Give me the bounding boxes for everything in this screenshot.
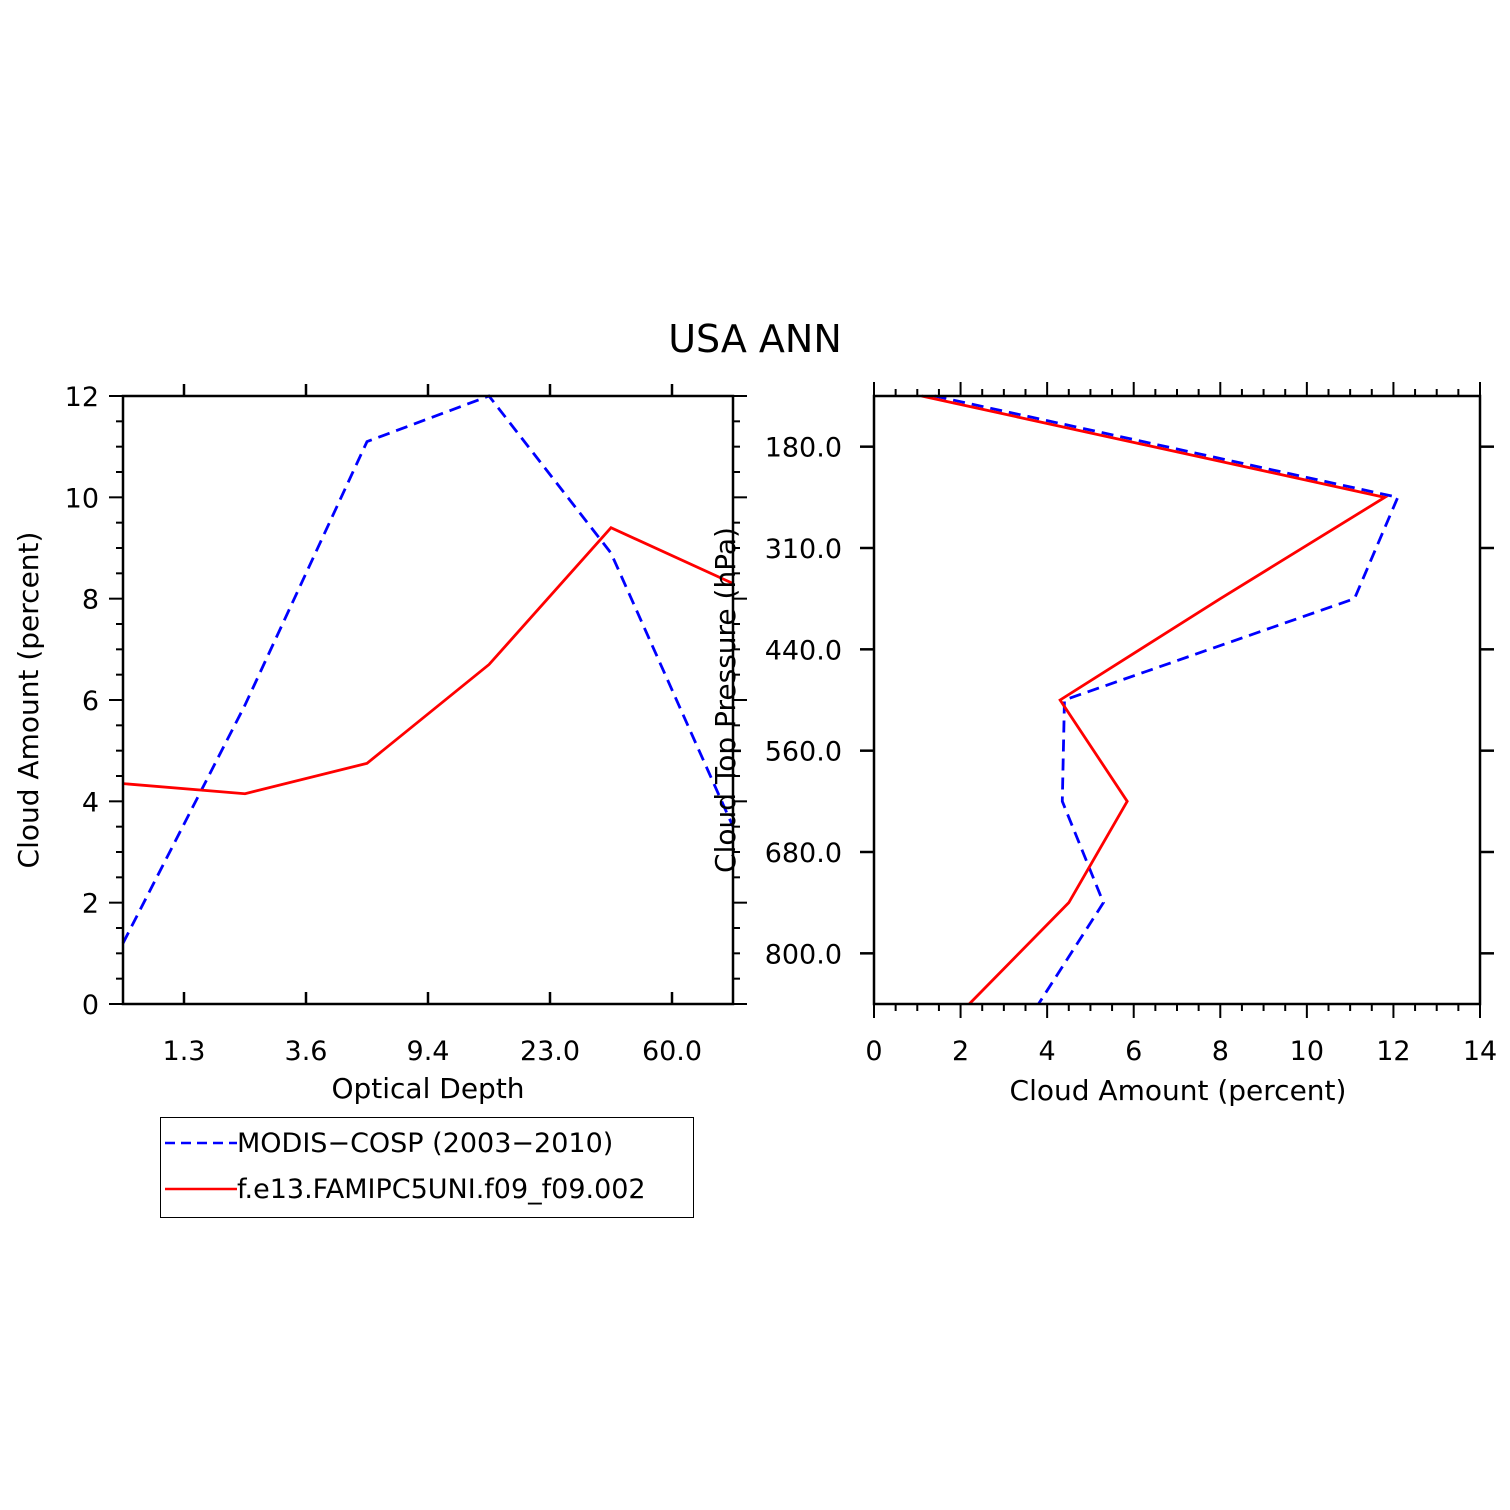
left-x-tick-label: 3.6 (285, 1036, 328, 1067)
legend-label-obs: MODIS−COSP (2003−2010) (237, 1127, 614, 1159)
left-x-tick-label: 9.4 (407, 1036, 450, 1067)
legend-item-model: f.e13.FAMIPC5UNI.f09_f09.002 (165, 1169, 646, 1209)
right-series-model-line (921, 394, 1389, 1005)
right-x-tick-label: 4 (1039, 1036, 1056, 1067)
right-y-tick-label: 800.0 (765, 939, 842, 970)
chart-title: USA ANN (668, 317, 842, 361)
left-y-tick-label: 8 (82, 585, 99, 616)
left-series-model-line (122, 526, 734, 796)
left-x-tick-label: 23.0 (520, 1036, 580, 1067)
right-x-tick-label: 10 (1290, 1036, 1324, 1067)
left-series-obs-line (121, 394, 735, 944)
right-y-tick-label: 180.0 (765, 433, 842, 464)
left-x-tick-label: 60.0 (642, 1036, 702, 1067)
left-x-axis-label: Optical Depth (331, 1072, 524, 1105)
left-y-axis-label: Cloud Amount (percent) (12, 532, 45, 869)
right-y-tick-label: 560.0 (765, 737, 842, 768)
left-y-tick-label: 12 (65, 382, 99, 413)
right-panel: 0 2 4 6 8 10 12 14 180.0 310.0 440.0 560.0 680.0 800… (709, 382, 1497, 1107)
legend: MODIS−COSP (2003−2010) f.e13.FAMIPC5UNI.… (160, 1117, 694, 1218)
legend-swatch-dashed (165, 1141, 237, 1145)
left-y-tick-label: 4 (82, 787, 99, 818)
left-y-tick-label: 0 (82, 990, 99, 1021)
right-x-axis-label: Cloud Amount (percent) (1010, 1074, 1347, 1107)
left-panel: 1.3 3.6 9.4 23.0 60.0 0 2 4 6 8 10 12 Optical Dept… (12, 382, 747, 1105)
right-x-tick-label: 0 (865, 1036, 882, 1067)
right-x-tick-label: 8 (1212, 1036, 1229, 1067)
right-plot-frame (872, 394, 1482, 1006)
right-y-tick-label: 680.0 (765, 838, 842, 869)
left-x-tick-label: 1.3 (163, 1036, 206, 1067)
right-x-tick-label: 12 (1376, 1036, 1410, 1067)
left-y-tick-label: 10 (65, 483, 99, 514)
right-x-tick-label: 6 (1125, 1036, 1142, 1067)
right-y-tick-label: 310.0 (765, 534, 842, 565)
left-plot-frame (121, 394, 735, 1006)
left-y-tick-label: 6 (82, 686, 99, 717)
right-y-tick-label: 440.0 (765, 635, 842, 666)
right-x-tick-label: 14 (1463, 1036, 1497, 1067)
legend-label-model: f.e13.FAMIPC5UNI.f09_f09.002 (237, 1173, 646, 1205)
left-y-tick-label: 2 (82, 889, 99, 920)
legend-item-obs: MODIS−COSP (2003−2010) (165, 1123, 613, 1163)
legend-swatch-solid (165, 1187, 237, 1191)
right-x-tick-label: 2 (952, 1036, 969, 1067)
right-y-axis-label: Cloud Top Pressure (hPa) (709, 527, 742, 873)
right-series-obs-line (934, 394, 1400, 1005)
